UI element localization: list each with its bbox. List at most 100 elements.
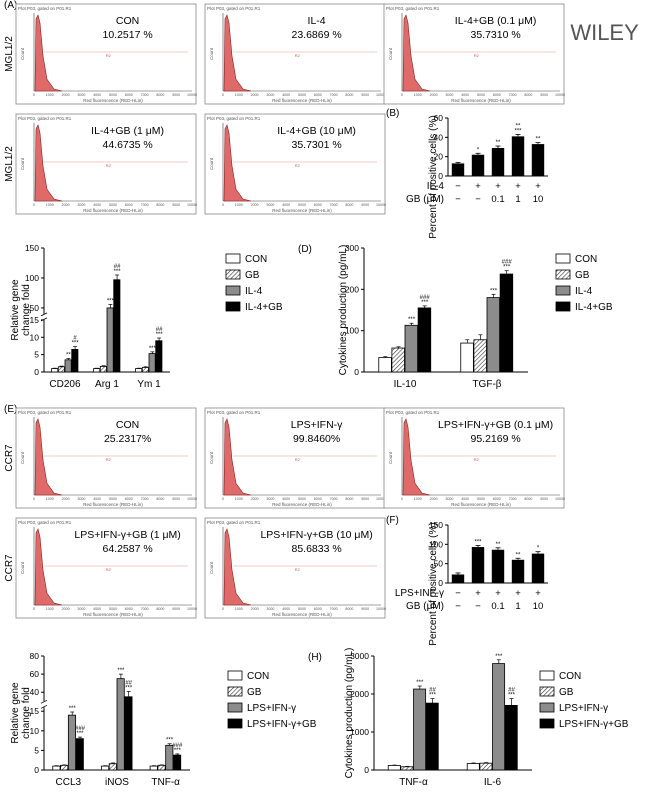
condition-cell: 10 <box>533 194 544 205</box>
flow-x-axis-label: Red fluorescence (RED-HLin) <box>83 208 143 213</box>
condition-cell: 1 <box>515 601 520 612</box>
flow-x-tick-label: 9000 <box>172 607 180 611</box>
y-tick-label: 15 <box>30 315 40 325</box>
legend-label: CON <box>559 671 581 682</box>
flow-condition-label: IL-4 <box>308 15 326 27</box>
flow-x-tick-label: 6000 <box>125 607 133 611</box>
legend-swatch <box>555 253 571 264</box>
flow-x-tick-label: 7000 <box>141 607 149 611</box>
condition-cell: 10 <box>533 601 544 612</box>
bar <box>60 764 69 771</box>
x-category-label: TNF-α <box>151 777 180 788</box>
flow-row-ylabel: CCR7 <box>4 554 15 582</box>
condition-cell: + <box>495 588 501 599</box>
flow-x-tick-label: 5000 <box>298 607 306 611</box>
bar <box>471 547 485 583</box>
flow-condition-label: CON <box>116 419 139 431</box>
y-tick-label: 0 <box>438 578 443 588</box>
legend-swatch <box>225 253 241 264</box>
condition-cell: 0.1 <box>491 601 504 612</box>
flow-x-tick-label: 1000 <box>46 203 54 207</box>
bar <box>471 154 485 176</box>
flow-plot-2: Plot P03, gated on P01.R1 Count 0 1000 2000 3… <box>204 407 386 509</box>
flow-histogram-peak <box>34 528 63 606</box>
flow-histogram-peak <box>34 14 63 92</box>
bar <box>51 368 59 373</box>
flow-x-tick-label: 8000 <box>345 497 353 501</box>
legend-swatch <box>227 718 243 729</box>
flow-x-tick-label: 4000 <box>93 607 101 611</box>
y-axis-label: Percent of positive cells (%) <box>428 115 439 238</box>
bar <box>99 366 107 373</box>
legend-swatch <box>539 702 555 713</box>
bar <box>479 762 493 771</box>
significance-mark: ## <box>429 688 436 694</box>
bar <box>75 738 84 771</box>
legend-swatch <box>227 686 243 697</box>
y-tick-label: 0 <box>438 171 443 181</box>
flow-gate-label: Plot P03, gated on P01.R1 <box>18 6 72 11</box>
bar <box>113 279 121 373</box>
x-category-label: Ym 1 <box>137 379 161 390</box>
significance-mark: ## <box>114 264 121 270</box>
legend-swatch <box>225 269 241 280</box>
significance-mark: ## <box>156 327 163 333</box>
flow-x-tick-label: 9000 <box>540 93 548 97</box>
flow-percent-value: 23.6869 % <box>291 29 341 41</box>
flow-x-tick-label: 1000 <box>46 497 54 501</box>
flow-condition-label: CON <box>116 15 139 27</box>
significance-mark: *** <box>114 269 122 275</box>
flow-y-axis-label: Count <box>388 451 393 464</box>
axis-break-mark <box>40 699 48 704</box>
significance-mark: *** <box>174 748 182 754</box>
flow-x-tick-label: 8000 <box>156 607 164 611</box>
bar <box>491 147 505 176</box>
bar <box>101 765 110 771</box>
significance-mark: ** <box>496 542 501 548</box>
panel-A: (A) MGL1/2 MGL1/2 <box>4 0 17 182</box>
significance-mark: *** <box>72 341 80 347</box>
x-category-label: Arg 1 <box>95 379 119 390</box>
significance-mark: *** <box>508 693 516 699</box>
flow-x-tick-label: 6000 <box>125 497 133 501</box>
flow-x-tick-label: 8000 <box>156 203 164 207</box>
flow-x-axis-label: Red fluorescence (RED-HLin) <box>83 502 143 507</box>
flow-x-tick-label: 7000 <box>141 93 149 97</box>
flow-condition-label: IL-4+GB (0.1 μM) <box>455 15 537 27</box>
legend-label: GB <box>245 270 260 281</box>
y-tick-label: 0 <box>354 367 359 377</box>
flow-gate-region-label: R2 <box>106 457 112 462</box>
flow-y-axis-label: Count <box>209 561 214 574</box>
flow-x-tick-label: 6000 <box>314 497 322 501</box>
flow-x-tick-label: 7000 <box>141 203 149 207</box>
y-tick-label: 3000 <box>350 651 369 661</box>
flow-plot-5: Plot P03, gated on P01.R1 Count 0 1000 2000 3… <box>204 113 386 215</box>
flow-condition-label: LPS+IFN-γ+GB (1 μM) <box>74 529 180 541</box>
legend-label: GB <box>247 687 262 698</box>
bar <box>413 688 427 771</box>
flow-x-tick-label: 5000 <box>109 93 117 97</box>
significance-mark: *** <box>421 300 429 306</box>
flow-gate-label: Plot P03, gated on P01.R1 <box>207 520 261 525</box>
flow-x-tick-label: 5000 <box>477 497 485 501</box>
flow-percent-value: 85.6833 % <box>291 543 341 555</box>
flow-x-tick-label: 4000 <box>93 93 101 97</box>
flow-x-tick-label: 10000 <box>187 607 197 611</box>
bar <box>499 273 514 373</box>
bar <box>400 766 414 771</box>
legend-label: LPS+IFN-γ <box>559 703 608 714</box>
flow-row-ylabel: MGL1/2 <box>4 146 15 182</box>
flow-x-tick-label: 9000 <box>361 203 369 207</box>
flow-x-axis-label: Red fluorescence (RED-HLin) <box>451 98 511 103</box>
bar <box>124 696 133 771</box>
panel-label: (F) <box>386 515 399 526</box>
bar <box>157 764 166 771</box>
significance-mark: *** <box>166 738 174 744</box>
flow-condition-label: LPS+IFN-γ+GB (0.1 μM) <box>438 419 553 431</box>
legend-label: IL-4 <box>245 286 263 297</box>
flow-gate-region-label: R2 <box>474 457 480 462</box>
bar <box>106 307 114 373</box>
flow-x-tick-label: 9000 <box>172 93 180 97</box>
flow-plot-1: Plot P03, gated on P01.R1 Count 0 1000 2000 3… <box>15 407 197 509</box>
